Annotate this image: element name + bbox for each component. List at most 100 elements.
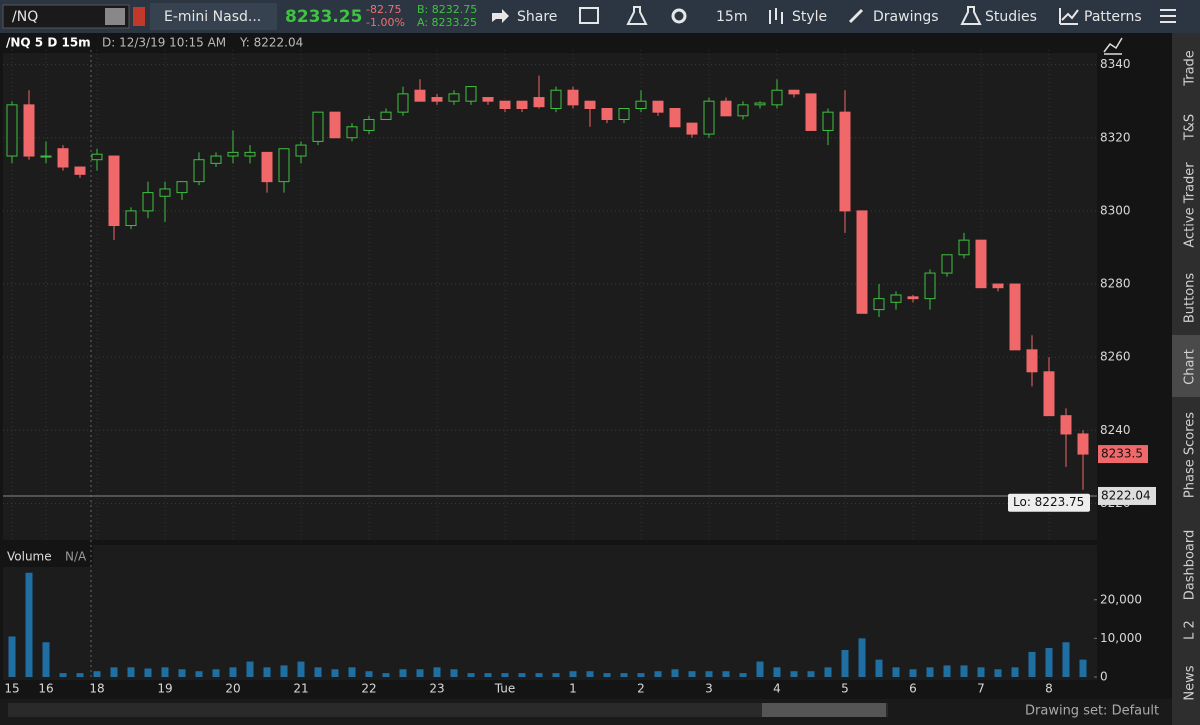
volume-bar [756,661,764,677]
volume-bar [790,671,798,677]
volume-bar [892,667,900,677]
studies-icon [960,6,982,25]
candle-body [431,97,443,102]
volume-bar [875,659,883,677]
low-label: Lo: 8223.75 [1013,495,1084,509]
y-tick-label: 8320 [1100,130,1131,144]
settings-icon[interactable] [671,8,687,24]
sidebar-tab[interactable]: L 2 [1183,620,1198,640]
candle-body [992,283,1004,289]
x-tick-label: 23 [429,682,444,696]
volume-bar [93,671,101,677]
candle-body [975,239,987,289]
candle-body [142,192,154,212]
volume-bar [722,671,730,677]
volume-bar [382,673,390,677]
candle-body [91,153,103,161]
volume-bar [569,671,577,677]
sidebar-tab[interactable]: Trade [1183,50,1198,87]
price-panel [3,33,1097,540]
ask: A: 8233.25 [417,16,477,29]
sidebar-tab[interactable]: Phase Scores [1183,412,1198,498]
candle-body [754,102,766,106]
candle-body [261,151,273,183]
volume-bar [314,667,322,677]
candle-body [312,111,324,142]
candle-body [159,188,171,197]
volume-bar [348,667,356,677]
symbol-dropdown[interactable] [105,8,125,25]
flask-icon[interactable] [626,6,648,25]
sidebar-tab[interactable]: Chart [1183,349,1198,385]
candle-body [618,108,630,120]
description: E-mini Nasd... [164,9,261,25]
y-tick-label: 20,000 [1100,592,1142,606]
style[interactable]: Style [792,9,827,25]
candle-body [533,97,545,108]
volume-bar [960,665,968,677]
volume-bar [433,667,441,677]
candle-body [856,210,868,314]
volume-bar [297,661,305,677]
autoscale-icon[interactable] [1103,37,1123,55]
drawing-set[interactable]: Drawing set: Default [1025,704,1159,719]
volume-bar [399,669,407,677]
drawings[interactable]: Drawings [873,9,939,25]
volume-panel [3,545,1097,680]
candle-body [397,93,409,113]
candle-body [720,100,732,117]
volume-bar [25,572,33,677]
scrollbar-thumb[interactable] [762,703,886,717]
candle-body [737,104,749,117]
volume-bar [909,669,917,677]
crosshair-price-label: 8222.04 [1101,488,1151,502]
candle-body [907,296,919,300]
candle-body [176,181,188,194]
alert-icon[interactable] [579,7,599,24]
volume-bar [977,667,985,677]
sidebar-tab[interactable]: T&S [1183,114,1198,141]
candle-body [108,155,120,227]
y-tick-label: 8300 [1100,203,1131,217]
y-tick-label: 0 [1100,670,1108,684]
volume-bar [926,667,934,677]
volume-bar [127,667,135,677]
candle-body [669,108,681,128]
timeframe[interactable]: 15m [716,9,747,25]
volume-title: Volume [7,550,52,564]
volume-bar [484,673,492,677]
low-label-box [1008,493,1090,512]
menu-icon[interactable] [1160,9,1176,23]
scrollbar-track[interactable] [8,703,888,717]
candle-body [193,159,205,183]
link-icon[interactable] [133,7,145,26]
candle-body [74,166,86,175]
x-tick-label: 22 [361,682,376,696]
sidebar-tab[interactable]: Buttons [1183,273,1198,324]
volume-bar [450,669,458,677]
candle-body [822,111,834,131]
candle-body [1009,283,1021,351]
symbol-box[interactable] [2,4,130,29]
volume-bar [280,665,288,677]
volume-bar [416,669,424,677]
x-tick-label: 18 [89,682,104,696]
studies[interactable]: Studies [985,9,1037,25]
sidebar-tab[interactable]: Dashboard [1183,530,1198,601]
price-header [3,33,1097,53]
candle-body [57,148,69,168]
candle-body [516,100,528,110]
candle-body [448,93,460,102]
volume-bar [1028,651,1036,677]
candle-body [890,294,902,303]
patterns[interactable]: Patterns [1084,9,1142,25]
volume-bar [178,669,186,677]
candle-body [1060,415,1072,435]
x-tick-label: 4 [773,682,781,696]
candle-body [550,89,562,110]
sidebar-tab[interactable]: Active Trader [1183,162,1198,248]
sidebar-tab[interactable]: News [1183,665,1198,700]
candle-body [1077,433,1089,455]
candle-body [958,239,970,256]
candle-body [499,100,511,110]
